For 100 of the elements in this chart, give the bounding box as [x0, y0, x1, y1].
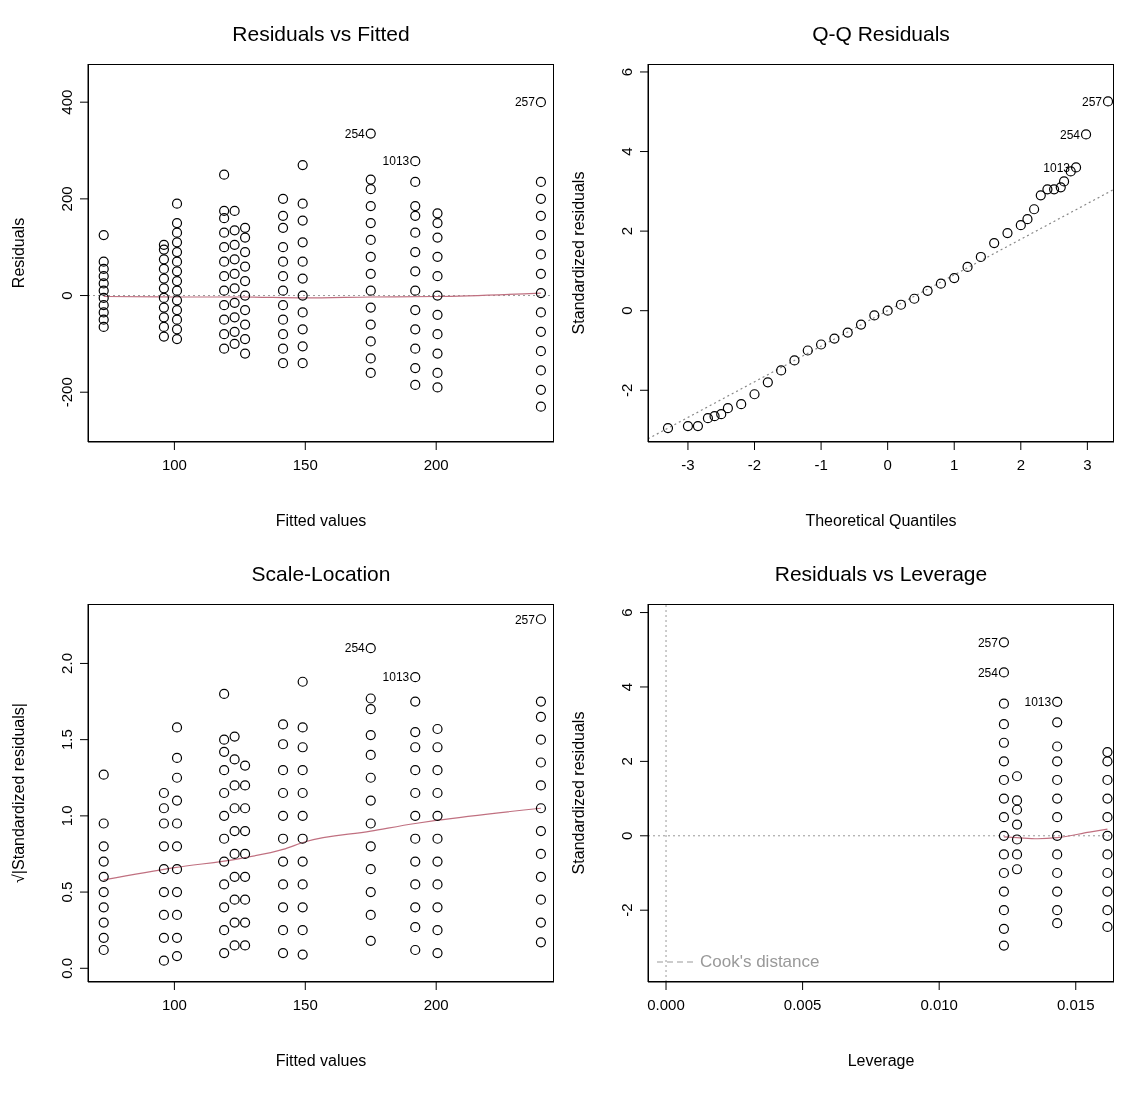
point — [297, 742, 308, 753]
point — [1052, 741, 1063, 752]
point — [432, 382, 443, 393]
point — [749, 389, 760, 400]
point — [219, 314, 230, 325]
x-tick-label: 2 — [1016, 456, 1025, 473]
point — [432, 742, 443, 753]
point — [229, 268, 240, 279]
point — [1102, 793, 1113, 804]
point — [98, 321, 109, 333]
annotation: 254 — [344, 641, 366, 656]
point — [229, 754, 240, 765]
point — [277, 739, 289, 750]
point — [297, 198, 308, 209]
x-tick-label: 1 — [950, 456, 959, 473]
x-tick-label: -3 — [681, 456, 695, 473]
point — [219, 734, 230, 745]
point — [171, 275, 183, 287]
point — [365, 234, 376, 246]
point — [365, 251, 376, 262]
point — [432, 208, 443, 219]
point — [1102, 886, 1113, 897]
point — [98, 818, 109, 829]
point — [410, 266, 421, 277]
point — [219, 879, 230, 890]
y-tick-label: 200 — [58, 186, 75, 212]
point — [535, 711, 547, 722]
point — [998, 774, 1010, 786]
y-axis-title: Standardized residuals — [569, 171, 587, 335]
point — [277, 810, 289, 821]
point — [277, 856, 289, 867]
point — [716, 409, 727, 420]
point — [277, 256, 289, 267]
point — [662, 422, 674, 434]
point — [158, 803, 170, 814]
point — [998, 637, 1010, 648]
point — [297, 833, 308, 844]
point — [365, 367, 376, 378]
point — [535, 176, 547, 188]
point — [171, 795, 183, 806]
point — [535, 780, 547, 791]
point — [1052, 793, 1063, 804]
point — [535, 848, 547, 860]
point — [998, 940, 1010, 951]
point — [98, 902, 109, 913]
point — [158, 841, 170, 852]
point — [702, 413, 714, 424]
point — [410, 304, 421, 316]
annotation: 254 — [1060, 127, 1081, 142]
point — [239, 319, 251, 330]
point — [1052, 886, 1063, 897]
x-tick-label: 100 — [161, 456, 187, 473]
point — [1102, 812, 1113, 823]
point — [158, 818, 170, 829]
point — [410, 285, 421, 296]
point — [277, 947, 289, 959]
point — [229, 894, 240, 905]
point — [277, 210, 289, 221]
point — [855, 319, 867, 330]
point — [98, 917, 109, 928]
point — [365, 302, 376, 313]
annotation: 1013 — [1043, 160, 1071, 175]
point — [158, 244, 170, 255]
point — [171, 932, 183, 943]
point — [1029, 204, 1040, 215]
point — [535, 614, 547, 625]
point — [158, 254, 170, 265]
point — [998, 830, 1010, 841]
point — [829, 333, 840, 344]
point — [1052, 696, 1063, 707]
point — [998, 793, 1010, 804]
point — [692, 420, 704, 432]
point — [432, 271, 443, 282]
point — [365, 693, 376, 704]
point — [365, 729, 376, 741]
point — [219, 300, 230, 311]
point — [1035, 190, 1046, 201]
point — [239, 894, 251, 905]
point — [158, 302, 170, 313]
point — [365, 749, 376, 760]
point — [219, 285, 230, 296]
x-tick-label: 200 — [423, 456, 449, 473]
point — [239, 780, 251, 791]
y-tick-label: -2 — [618, 383, 635, 397]
point — [229, 205, 240, 217]
point — [1011, 819, 1023, 830]
point — [535, 97, 547, 108]
point — [432, 217, 443, 229]
point — [410, 856, 421, 867]
point — [158, 273, 170, 284]
point — [682, 420, 694, 432]
point — [229, 338, 240, 349]
y-tick-label: 4 — [618, 682, 635, 692]
point — [1011, 834, 1023, 845]
point — [365, 201, 376, 212]
point — [1102, 746, 1113, 758]
point — [410, 726, 421, 738]
point — [297, 215, 308, 226]
point — [171, 886, 183, 898]
point — [219, 902, 230, 913]
